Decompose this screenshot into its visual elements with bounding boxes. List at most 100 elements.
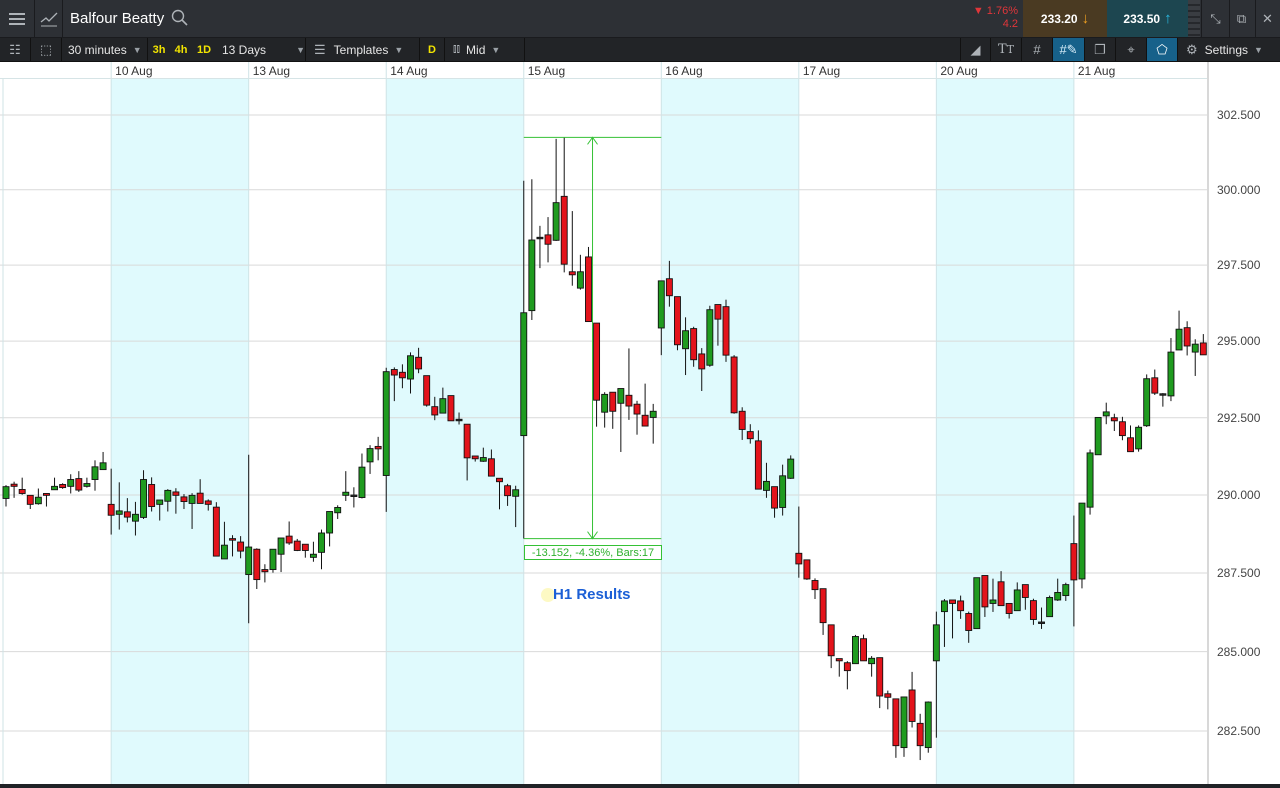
- settings-dropdown[interactable]: ⚙ Settings ▼: [1178, 38, 1280, 61]
- quick-1d-button[interactable]: 1D: [196, 43, 212, 56]
- candle-body: [1094, 416, 1102, 456]
- list-icon[interactable]: ☷: [0, 38, 31, 61]
- candle-body: [115, 510, 123, 515]
- candle-body: [220, 544, 228, 560]
- quick-3h-button[interactable]: 3h: [152, 43, 166, 56]
- candle-body: [374, 445, 382, 450]
- candle-body: [1062, 584, 1070, 597]
- candle-body: [1102, 411, 1110, 417]
- candle-body: [924, 701, 932, 749]
- candle-body: [407, 355, 414, 380]
- candle-body: [981, 575, 989, 608]
- candle-body: [722, 306, 730, 356]
- measure-label[interactable]: -13.152, -4.36%, Bars:17: [524, 545, 662, 560]
- candle-body: [18, 488, 26, 494]
- candle-body: [900, 696, 908, 749]
- candle-body: [609, 391, 617, 412]
- candle-body: [318, 532, 325, 553]
- candle-body: [1086, 452, 1094, 508]
- quick-4h-button[interactable]: 4h: [174, 43, 188, 56]
- candle-body: [803, 559, 811, 580]
- chevron-down-icon: ▼: [132, 44, 142, 55]
- candlestick-chart[interactable]: [0, 62, 1207, 784]
- candle-body: [1078, 502, 1086, 580]
- day-band: [111, 78, 249, 784]
- candle-body: [641, 414, 649, 427]
- candle-body: [1191, 343, 1199, 353]
- chart-type-icon[interactable]: [35, 0, 63, 37]
- candle-body: [140, 479, 147, 518]
- candle-body: [43, 493, 50, 496]
- candle-body: [560, 195, 568, 265]
- candle-body: [463, 423, 471, 459]
- tag-icon[interactable]: ⬠: [1147, 38, 1178, 61]
- price-axis[interactable]: 302.500 300.000 297.500 295.000 292.500 …: [1207, 62, 1280, 784]
- candle-body: [997, 581, 1005, 607]
- candle-body: [131, 513, 139, 522]
- interval-dropdown[interactable]: 30 minutes ▼: [62, 38, 148, 61]
- grid-icon[interactable]: #: [1022, 38, 1053, 61]
- candle-body: [366, 448, 374, 463]
- candle-body: [876, 657, 884, 697]
- candle-body: [544, 234, 552, 245]
- y-tick-label: 290.000: [1217, 488, 1261, 503]
- candle-body: [746, 431, 754, 440]
- candle-body: [884, 693, 892, 698]
- collapse-icon[interactable]: ⤡: [1201, 0, 1230, 37]
- popout-icon[interactable]: ⧉: [1228, 0, 1256, 37]
- candle-body: [512, 489, 520, 497]
- candle-body: [164, 489, 172, 502]
- candle-body: [1046, 597, 1054, 618]
- candle-body: [245, 546, 253, 576]
- candle-body: [665, 278, 673, 297]
- candle-body: [1135, 426, 1143, 450]
- candle-body: [471, 455, 479, 460]
- menu-icon[interactable]: [0, 0, 35, 37]
- sell-button[interactable]: 233.20 ↓: [1023, 0, 1107, 37]
- y-tick-label: 300.000: [1217, 182, 1261, 197]
- candle-body: [932, 624, 940, 662]
- candle-body: [576, 271, 584, 289]
- templates-dropdown[interactable]: ☰ Templates ▼: [306, 38, 420, 61]
- candle-body: [309, 553, 317, 558]
- candle-body: [536, 236, 544, 240]
- instrument-name[interactable]: Balfour Beatty: [70, 10, 165, 27]
- candle-body: [172, 491, 180, 496]
- search-icon[interactable]: [171, 9, 189, 32]
- candle-body: [1029, 600, 1037, 620]
- candle-body: [754, 440, 762, 490]
- candle-body: [83, 483, 91, 487]
- grid-edit-icon[interactable]: #✎: [1053, 38, 1085, 61]
- close-icon[interactable]: ✕: [1262, 10, 1273, 26]
- crosshair-icon[interactable]: ⌖: [1116, 38, 1147, 61]
- day-band: [936, 78, 1074, 784]
- candle-body: [690, 328, 698, 361]
- candle-body: [342, 491, 350, 496]
- candle-body: [1159, 393, 1167, 396]
- arrow-down-icon: ↓: [1081, 10, 1090, 27]
- candle-body: [212, 506, 220, 557]
- title-bar: Balfour Beatty ▼ 1.76% 4.2 233.20 ↓ 233.…: [0, 0, 1280, 38]
- price-type-dropdown[interactable]: ⫾⫾ Mid ▼: [445, 38, 525, 61]
- drag-handle[interactable]: [1188, 0, 1200, 37]
- range-dropdown[interactable]: 13 Days ▼: [217, 38, 306, 61]
- candle-body: [156, 499, 164, 505]
- d-button[interactable]: D: [420, 38, 445, 61]
- chevron-down-icon: ▼: [1254, 44, 1263, 55]
- candle-body: [965, 613, 973, 631]
- draw-line-icon[interactable]: ◢: [960, 38, 991, 61]
- candle-body: [26, 494, 34, 505]
- candle-body: [601, 393, 609, 413]
- copy-icon[interactable]: ❐: [1085, 38, 1116, 61]
- buy-button[interactable]: 233.50 ↑: [1107, 0, 1188, 37]
- event-label[interactable]: H1 Results: [553, 586, 631, 603]
- layout-icon[interactable]: ⬚: [31, 38, 62, 61]
- candle-body: [771, 486, 778, 509]
- text-tool-icon[interactable]: TT: [991, 38, 1022, 61]
- candle-body: [91, 466, 99, 480]
- candle-body: [957, 600, 965, 612]
- candle-body: [908, 689, 916, 722]
- candle-body: [1054, 591, 1062, 601]
- gear-icon: ⚙: [1186, 41, 1198, 57]
- price-change: ▼ 1.76% 4.2: [960, 0, 1022, 37]
